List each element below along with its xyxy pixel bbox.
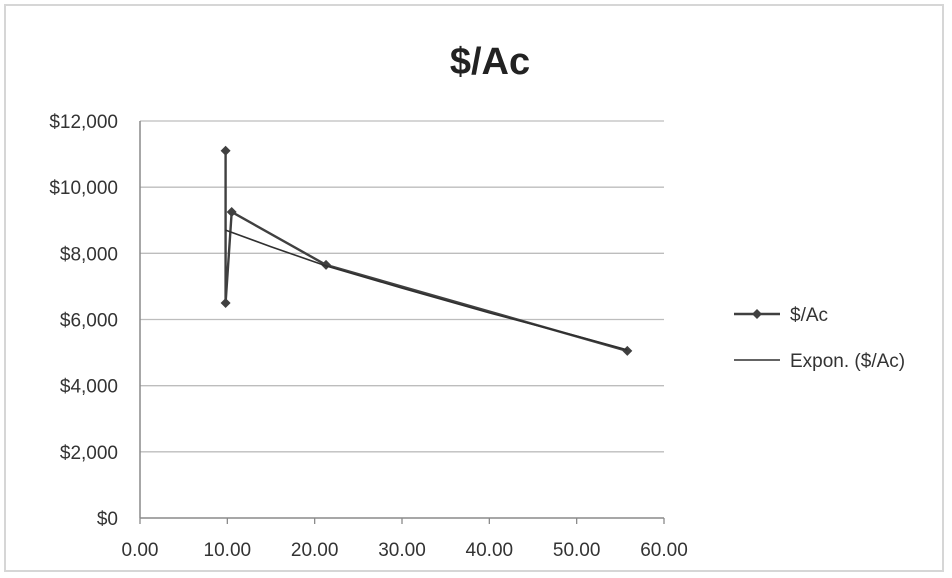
y-tick-label: $6,000	[60, 311, 118, 332]
x-tick-label: 60.00	[640, 540, 688, 561]
series-line-dollar-per-ac	[224, 150, 628, 353]
x-tick-label: 0.00	[122, 540, 159, 561]
x-tick-label: 20.00	[291, 540, 339, 561]
data-point-marker	[220, 297, 231, 308]
legend-marker-swatch	[752, 309, 762, 319]
legend-item-expon: Expon. ($/Ac)	[734, 351, 905, 372]
y-tick-label: $2,000	[60, 443, 118, 464]
gridlines	[140, 120, 664, 453]
trendline-expon	[225, 229, 628, 351]
plot-area	[220, 145, 633, 356]
x-tick-label: 40.00	[466, 540, 514, 561]
chart-frame	[4, 4, 944, 572]
x-tick-label: 30.00	[378, 540, 426, 561]
data-point-marker	[220, 145, 231, 156]
legend-item-dollar-per-ac: $/Ac	[734, 305, 828, 326]
x-tick-label: 50.00	[553, 540, 601, 561]
legend-label: Expon. ($/Ac)	[790, 351, 905, 372]
legend-label: $/Ac	[790, 305, 828, 326]
y-tick-label: $8,000	[60, 244, 118, 265]
y-tick-label: $0	[97, 509, 118, 530]
y-tick-label: $10,000	[49, 178, 118, 199]
y-tick-label: $12,000	[49, 112, 118, 133]
chart-title: $/Ac	[450, 41, 530, 83]
x-tick-label: 10.00	[204, 540, 252, 561]
legend: $/Ac Expon. ($/Ac)	[734, 305, 905, 372]
y-tick-label: $4,000	[60, 377, 118, 398]
axes: $0 $2,000 $4,000 $6,000 $8,000 $10,000 $12,000…	[49, 112, 687, 561]
data-point-marker	[622, 345, 633, 356]
data-point-marker	[226, 206, 237, 217]
